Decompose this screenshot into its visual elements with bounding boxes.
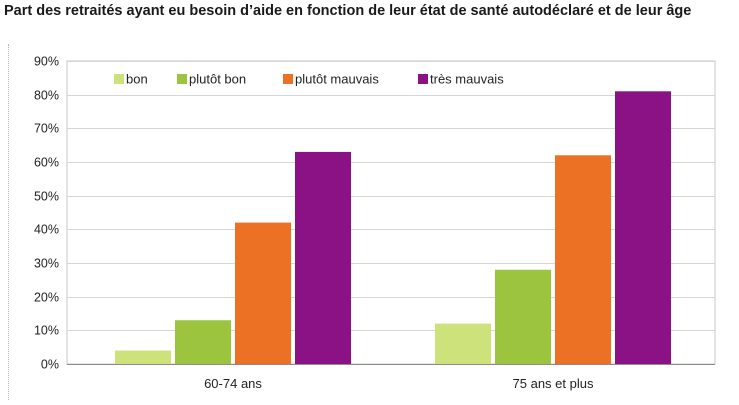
legend-swatch — [114, 74, 124, 84]
x-axis-categories: 60-74 ans 75 ans et plus — [204, 376, 594, 391]
bars — [115, 91, 671, 365]
y-tick-label: 0% — [41, 358, 59, 372]
y-tick-label: 50% — [34, 190, 59, 204]
y-tick-label: 40% — [34, 223, 59, 237]
y-tick-label: 60% — [34, 156, 59, 170]
legend: bon plutôt bon plutôt mauvais très mauvais — [114, 72, 504, 87]
y-tick-label: 70% — [34, 122, 59, 136]
bar — [555, 155, 611, 364]
legend-label: bon — [126, 72, 148, 87]
bar — [175, 320, 231, 364]
legend-swatch — [177, 74, 187, 84]
legend-swatch — [283, 74, 293, 84]
x-category-label: 75 ans et plus — [513, 376, 594, 391]
y-tick-label: 30% — [34, 257, 59, 271]
x-category-label: 60-74 ans — [204, 376, 262, 391]
left-dotted-rule — [8, 44, 9, 400]
y-axis-ticks: 0% 10% 20% 30% 40% 50% 60% 70% 80% 90% — [34, 55, 59, 372]
bar — [435, 323, 491, 364]
bar — [615, 91, 671, 365]
legend-label: très mauvais — [430, 72, 504, 87]
y-tick-label: 10% — [34, 324, 59, 338]
bar — [115, 350, 171, 364]
bar — [495, 269, 551, 364]
y-tick-label: 20% — [34, 291, 59, 305]
y-tick-label: 90% — [34, 55, 59, 69]
legend-label: plutôt bon — [189, 72, 246, 87]
legend-label: plutôt mauvais — [295, 72, 379, 87]
y-tick-label: 80% — [34, 89, 59, 103]
bar — [295, 151, 351, 364]
chart-title: Part des retraités ayant eu besoin d’aid… — [4, 3, 692, 19]
bar — [235, 222, 291, 364]
legend-swatch — [418, 74, 428, 84]
